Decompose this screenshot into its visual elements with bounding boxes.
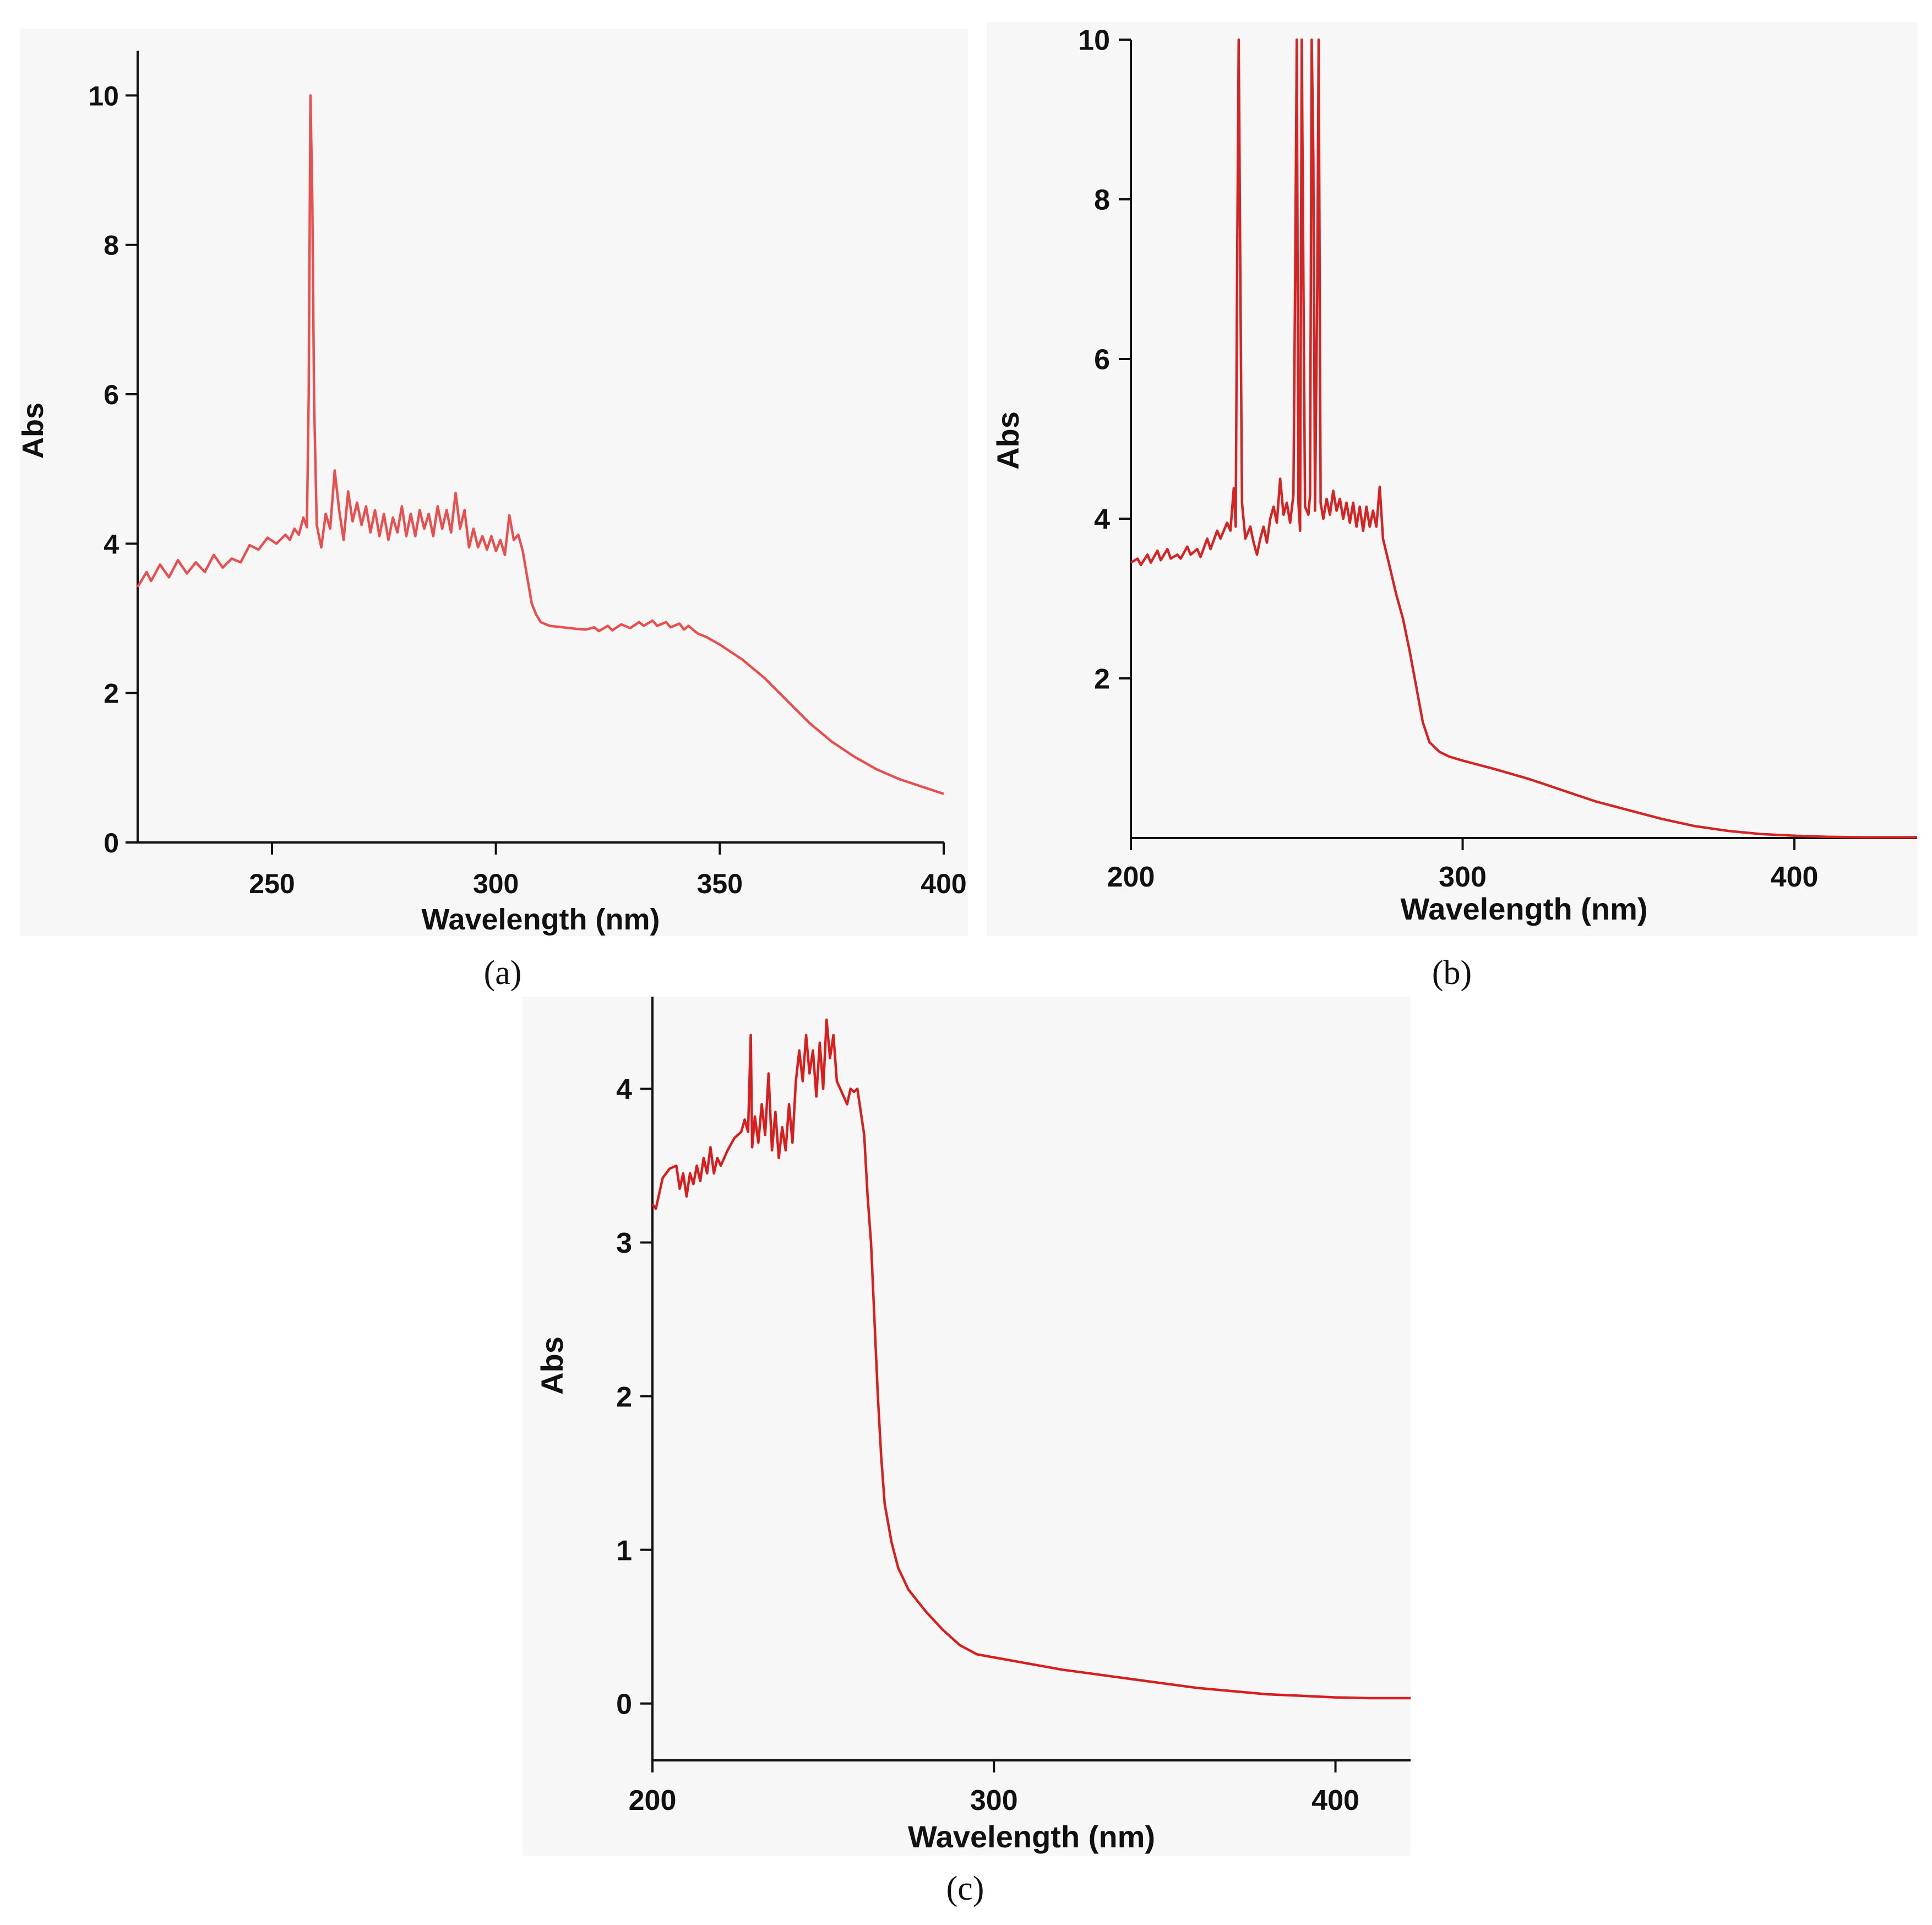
y-tick-label: 2 [616,1381,632,1413]
x-tick-label: 250 [249,868,295,899]
y-tick-label: 0 [616,1688,632,1720]
y-tick-label: 0 [104,828,119,858]
x-tick-label: 400 [1311,1785,1359,1817]
y-tick-label: 2 [1094,664,1110,695]
y-axis-title: Abs [535,1336,569,1395]
series-line-c [651,1018,1411,1700]
chart-c: 0 1 2 3 4 200 300 400 Wavelength (nm) Abs [535,997,1411,1854]
caption-c: (c) [946,1870,984,1907]
y-tick-label: 10 [88,80,119,111]
x-tick-label: 300 [1439,861,1487,893]
x-tick-label: 200 [629,1785,677,1817]
chart-b: 2 4 6 8 10 200 300 400 Wavelength (nm) Abs [991,25,1917,926]
y-axis-title: Abs [991,411,1025,470]
panel-c: 0 1 2 3 4 200 300 400 Wavelength (nm) Abs [523,997,1411,1856]
y-tick-label: 8 [104,230,119,261]
y-tick-label: 4 [1094,504,1110,536]
caption-b: (b) [1432,954,1472,992]
y-axis-title: Abs [17,403,50,459]
x-axis-title: Wavelength (nm) [421,903,660,936]
x-axis-title: Wavelength (nm) [908,1819,1155,1854]
x-tick-label: 400 [921,868,966,899]
y-tick-label: 1 [616,1535,632,1567]
y-tick-label: 6 [1094,344,1110,376]
panel-a: 0 2 4 6 8 10 250 300 350 400 Wavelength (nm) Abs [17,29,968,936]
x-tick-label: 300 [970,1785,1018,1817]
x-tick-label: 300 [473,868,519,899]
y-tick-label: 6 [104,379,119,410]
x-tick-label: 350 [697,868,743,899]
x-tick-label: 200 [1107,861,1155,893]
y-tick-label: 4 [616,1074,632,1106]
series-line-a [137,94,944,795]
y-tick-label: 4 [104,529,119,559]
chart-a: 0 2 4 6 8 10 250 300 350 400 Wavelength (nm) Abs [17,51,967,936]
panel-b: 2 4 6 8 10 200 300 400 Wavelength (nm) Abs [987,22,1917,936]
x-axis-title: Wavelength (nm) [1400,891,1647,926]
y-tick-label: 8 [1094,184,1110,216]
series-line-b [1130,38,1917,839]
y-tick-label: 2 [104,678,119,709]
x-tick-label: 400 [1771,861,1819,893]
y-tick-label: 3 [616,1227,632,1259]
y-tick-label: 10 [1078,25,1110,57]
caption-a: (a) [483,954,522,992]
